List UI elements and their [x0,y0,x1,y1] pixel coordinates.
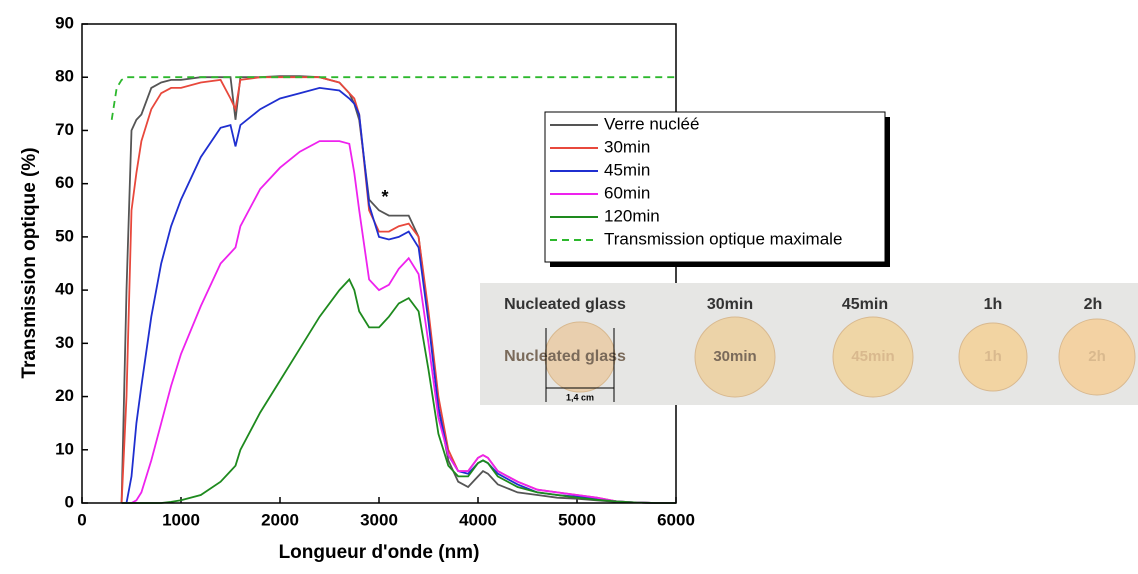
disc-text: 1h [984,348,1002,365]
x-tick-label: 5000 [558,510,596,529]
legend-label: 120min [604,206,660,225]
legend-label: 60min [604,183,650,202]
disc-text: 30min [713,348,756,365]
series-line [121,140,676,504]
x-tick-label: 3000 [360,510,398,529]
photo-label: 1h [984,296,1003,313]
x-tick-label: 4000 [459,510,497,529]
y-tick-label: 80 [55,67,74,86]
x-tick-label: 1000 [162,510,200,529]
photo-label: 45min [842,296,888,313]
series-line [120,75,676,504]
glass-disc [1058,318,1136,396]
legend-label: Transmission optique maximale [604,229,842,248]
series-line [121,277,676,504]
annotation: * [381,187,388,207]
glass-disc [694,316,776,398]
photo-label: Nucleated glass [504,296,626,313]
glass-disc [958,322,1028,392]
x-axis-label: Longueur d'onde (nm) [279,542,480,563]
legend [544,111,886,263]
photo-label: 2h [1084,296,1103,313]
legend-label: 30min [604,137,650,156]
y-tick-label: 90 [55,13,74,32]
disc-text: 2h [1088,348,1106,365]
y-tick-label: 40 [55,280,74,299]
y-axis-label: Transmission optique (%) [19,147,40,378]
glass-disc [544,321,616,393]
legend-label: 45min [604,160,650,179]
legend-label: Verre nucléé [604,114,699,133]
y-tick-label: 50 [55,226,74,245]
scale-label: 1,4 cm [566,392,594,402]
x-tick-label: 0 [77,510,86,529]
disc-text: Nucleated glass [504,348,626,365]
series-line [121,86,676,504]
x-tick-label: 6000 [657,510,695,529]
photo-label: 30min [707,296,753,313]
y-tick-label: 30 [55,333,74,352]
y-tick-label: 10 [55,439,74,458]
glass-disc [832,316,914,398]
y-tick-label: 20 [55,386,74,405]
disc-text: 45min [851,348,894,365]
y-tick-label: 0 [65,492,74,511]
y-tick-label: 70 [55,120,74,139]
y-tick-label: 60 [55,173,74,192]
photo: Nucleated glass Nucleated glass 30min 30min… [480,283,1138,405]
x-tick-label: 2000 [261,510,299,529]
